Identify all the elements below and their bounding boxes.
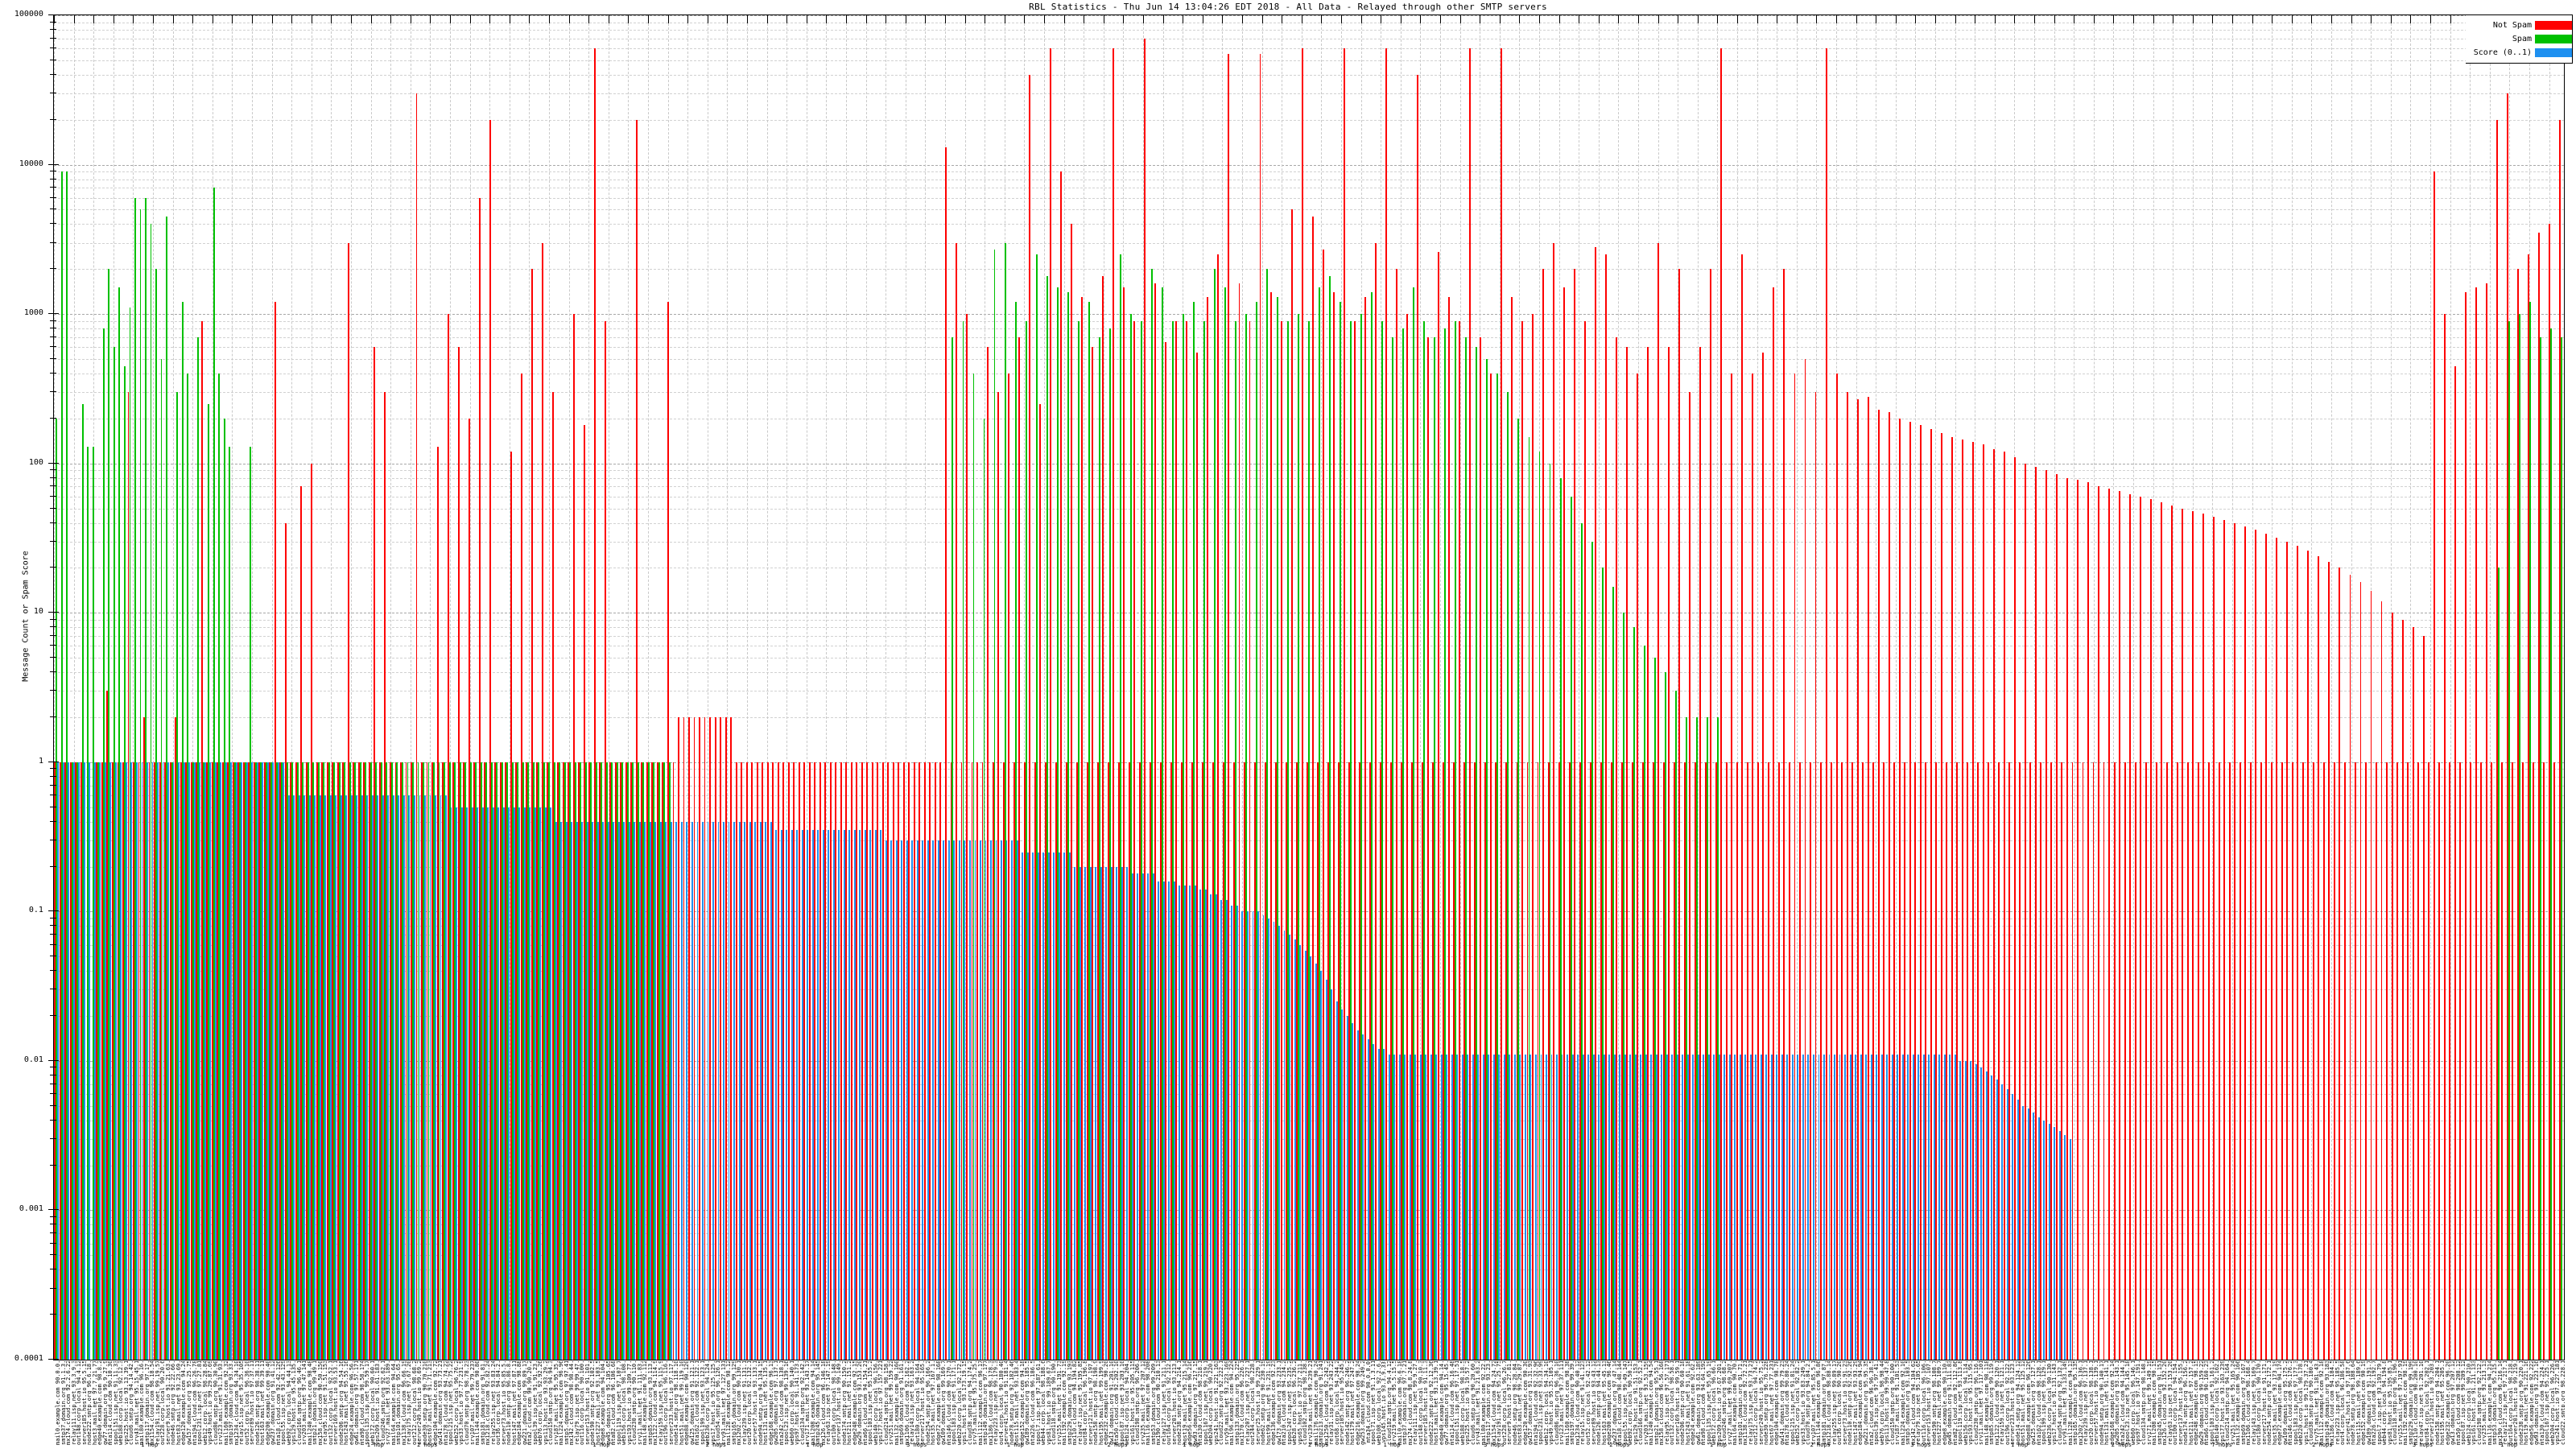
y-tick-label: 0.0001 — [14, 1354, 53, 1363]
y-axis-label: Message Count or Spam Score — [21, 551, 31, 682]
x-axis-group-label: 1 hop — [2500, 1442, 2518, 1448]
y-tick-label: 100000 — [14, 10, 53, 19]
x-axis-labels: mail0.example.com 90.0.0.0 smtp37.domain.… — [53, 1361, 2565, 1449]
x-axis-group-label: 2 hops — [2111, 1442, 2132, 1448]
x-axis-group-label: 3 hops — [1484, 1442, 1505, 1448]
x-axis-group-label: 2 hops — [1609, 1442, 1630, 1448]
x-axis-group-label: 2 hops — [1308, 1442, 1329, 1448]
x-axis-group-label: 2 hops — [2312, 1442, 2333, 1448]
x-axis-group-label: 1 hop — [1006, 1442, 1024, 1448]
x-axis-group-label: 1 hop — [1383, 1442, 1401, 1448]
plot-area — [53, 14, 2565, 1360]
plot-inner — [54, 15, 2564, 1360]
legend-swatch-score — [2535, 47, 2572, 57]
chart-title: RBL Statistics - Thu Jun 14 13:04:26 EDT… — [1029, 2, 1547, 12]
legend-swatch-spam — [2535, 34, 2572, 43]
x-axis-group-label: 2 hops — [417, 1442, 438, 1448]
x-axis-group-label: 1 hop — [2011, 1442, 2029, 1448]
x-axis-group-label: 3 hops — [2412, 1442, 2434, 1448]
x-axis-group-label: 2 hops — [1810, 1442, 1831, 1448]
x-axis-group-label: 1 hop — [141, 1442, 159, 1448]
y-tick-label: 10000 — [19, 159, 53, 168]
x-axis-group-label: 1 hop — [592, 1442, 610, 1448]
legend-item-score[interactable]: Score (0..1) — [2466, 46, 2572, 59]
x-axis-group-label: 2 hops — [1107, 1442, 1128, 1448]
top-tick-comb — [54, 15, 2564, 23]
y-tick-label: 10 — [33, 607, 53, 617]
y-tick-label: 100 — [28, 457, 53, 467]
y-tick-label: 0.01 — [23, 1055, 53, 1064]
legend-item-spam[interactable]: Spam — [2466, 32, 2572, 45]
y-tick-label: 0.001 — [19, 1204, 53, 1214]
y-tick-label: 1000 — [23, 308, 53, 318]
legend-swatch-not-spam — [2535, 20, 2572, 30]
legend-label-spam: Spam — [2512, 34, 2532, 43]
legend-item-not-spam[interactable]: Not Spam — [2466, 19, 2572, 31]
y-tick-label: 1 — [38, 756, 53, 766]
x-axis-group-label: 1 hop — [1183, 1442, 1200, 1448]
x-tick-label: cloud22.smtp.org 98.228.184.8 — [2559, 1361, 2565, 1445]
x-axis-group-label: 2 hops — [705, 1442, 726, 1448]
legend-label-score: Score (0..1) — [2473, 47, 2532, 57]
x-axis-group-label: 1 hop — [366, 1442, 384, 1448]
legend-label-not-spam: Not Spam — [2492, 20, 2532, 30]
x-axis-group-label: 3 hops — [1910, 1442, 1931, 1448]
x-axis-group-label: 1 hop — [1709, 1442, 1727, 1448]
x-axis-group-label: 3 hops — [906, 1442, 927, 1448]
y-tick-label: 0.1 — [28, 906, 53, 915]
x-axis-group-label: 7 hops — [2211, 1442, 2232, 1448]
x-axis-group-label: 1 hop — [806, 1442, 824, 1448]
legend: Not Spam Spam Score (0..1) — [2466, 14, 2573, 64]
